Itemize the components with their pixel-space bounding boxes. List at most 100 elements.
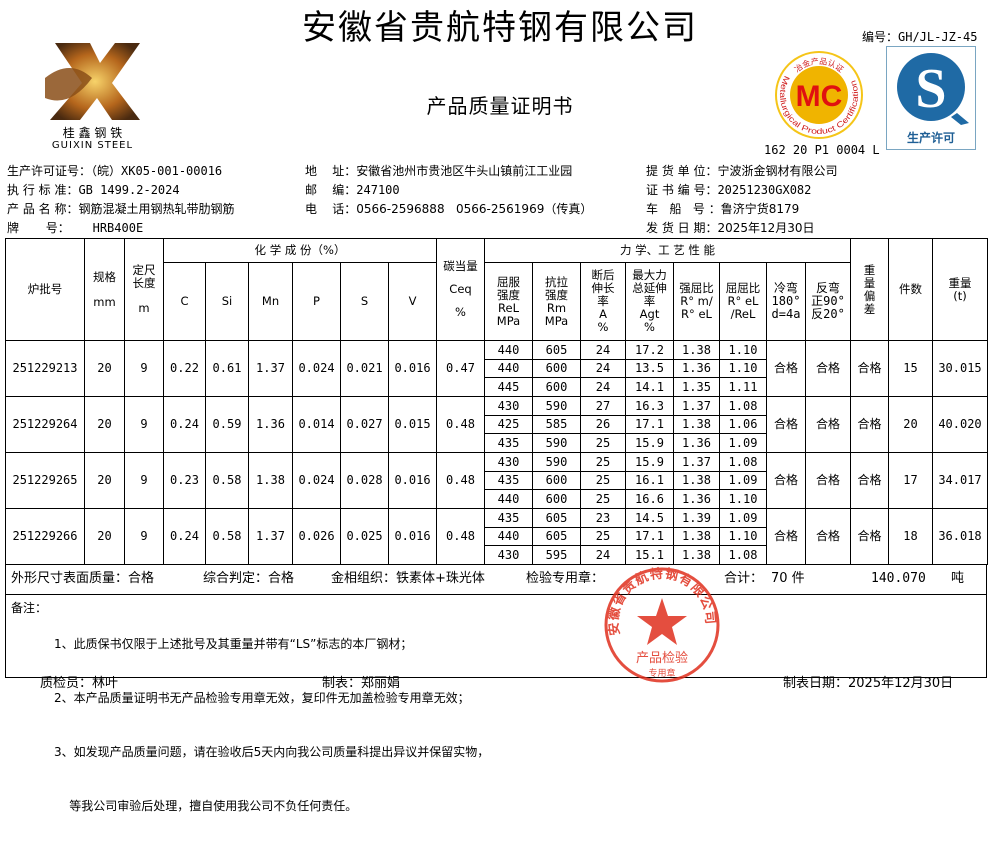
- mech-value: 425: [484, 415, 533, 434]
- value: 25: [595, 454, 611, 469]
- mech-value: 430: [484, 396, 533, 416]
- total-weight: 140.070: [871, 571, 926, 586]
- header-chem-group: 化 学 成 份（%）: [163, 238, 437, 263]
- header-mech-6: 冷弯180°d=4a: [766, 262, 806, 341]
- value: 合格: [815, 417, 840, 431]
- value: 9: [140, 473, 148, 487]
- mech-value: 13.5: [625, 359, 674, 378]
- label: 件数: [899, 282, 922, 296]
- value: 600: [545, 473, 568, 487]
- label-line: R° eL: [727, 294, 759, 308]
- mech-value: 16.3: [625, 396, 674, 416]
- value: 合格: [815, 529, 840, 543]
- value: 0.028: [346, 473, 383, 487]
- info-product: 产 品 名 称：钢筋混凝土用钢热轧带肋钢筋: [7, 202, 234, 216]
- chem-p: 0.024: [292, 340, 341, 397]
- value: GB 1499.2-2024: [78, 183, 180, 197]
- logo-graphic-icon: [45, 43, 140, 120]
- value: 605: [545, 510, 568, 525]
- chem-s: 0.025: [340, 508, 389, 565]
- length: 9: [124, 340, 164, 397]
- value: 25: [595, 473, 611, 487]
- value: 1.10: [728, 491, 758, 506]
- value: 20: [97, 529, 112, 543]
- value: 1.09: [728, 510, 758, 525]
- reverse-bend: 合格: [805, 396, 851, 453]
- notes-label: 备注：: [11, 601, 48, 615]
- note-item: 1、此质保书仅限于上述批号及其重量并带有“LS”标志的本厂钢材；: [54, 637, 413, 651]
- label: 冷弯180°d=4a: [771, 281, 801, 321]
- label: 生产许可证号：: [7, 164, 92, 178]
- unit: mm: [93, 294, 116, 309]
- mech-value: 25: [580, 527, 626, 546]
- mech-value: 590: [532, 396, 581, 416]
- header-chem-s: S: [340, 262, 389, 341]
- mech-value: 17.2: [625, 340, 674, 360]
- value: 安徽省池州市贵池区牛头山镇前江工业园: [356, 164, 573, 178]
- symbol: Ceq: [449, 282, 472, 296]
- value: 590: [545, 398, 568, 413]
- label: 产 品 名 称：: [7, 202, 79, 216]
- label-line: 屈屈比: [725, 281, 761, 295]
- label-line: 强度: [545, 287, 568, 302]
- label: 重量偏差: [863, 262, 876, 316]
- label-line: %: [597, 320, 609, 334]
- chem-si: 0.61: [205, 340, 249, 397]
- value: 2025年12月30日: [717, 221, 815, 235]
- label: Si: [221, 294, 233, 308]
- cold-bend: 合格: [766, 340, 806, 397]
- value: 0.48: [446, 529, 475, 543]
- value: 0.61: [212, 361, 242, 375]
- value: 1.08: [728, 398, 758, 413]
- chem-p: 0.024: [292, 452, 341, 509]
- weight: 36.018: [932, 508, 988, 565]
- mc-letters: MC: [796, 80, 843, 113]
- chem-v: 0.016: [388, 508, 437, 565]
- preparation-date: 制表日期：2025年12月30日: [783, 676, 954, 691]
- chem-mn: 1.36: [248, 396, 293, 453]
- label: 车 船 号 ：: [646, 202, 721, 216]
- value: 425: [497, 417, 520, 431]
- value: 1.39: [682, 510, 711, 525]
- total-count: 70 件: [771, 571, 805, 586]
- stamp-center-text: 产品检验: [636, 650, 688, 666]
- reverse-bend: 合格: [805, 508, 851, 565]
- chem-p: 0.026: [292, 508, 341, 565]
- header-spec: 规格 mm: [84, 238, 125, 341]
- quality-certificate: { "company_title": "安徽省贵航特钢有限公司", "doc_t…: [5, 8, 988, 813]
- value: 247100: [356, 183, 400, 197]
- value: 0.016: [394, 529, 431, 543]
- value: 17.2: [635, 342, 664, 357]
- mech-value: 1.38: [673, 545, 720, 565]
- batch-number: 251229264: [5, 396, 85, 453]
- label-line: R° eL: [681, 307, 712, 321]
- value: 1.36: [256, 417, 285, 431]
- mech-value: 24: [580, 377, 626, 397]
- chem-s: 0.021: [340, 340, 389, 397]
- value: 1.38: [682, 529, 711, 543]
- chem-mn: 1.37: [248, 508, 293, 565]
- mech-value: 595: [532, 545, 581, 565]
- value: 15.9: [635, 435, 664, 450]
- value: 1.36: [682, 435, 711, 450]
- value: 合格: [773, 529, 798, 543]
- value: 27: [595, 398, 611, 413]
- value: 0.24: [170, 529, 199, 543]
- label: Mn: [261, 294, 280, 308]
- mech-value: 430: [484, 545, 533, 565]
- value: 钢筋混凝土用钢热轧带肋钢筋: [78, 202, 235, 216]
- total-label: 合计：: [724, 571, 764, 586]
- ceq: 0.48: [436, 396, 485, 453]
- mech-value: 600: [532, 471, 581, 490]
- summary-row: 外形尺寸表面质量：合格 综合判定：合格 金相组织：铁素体+珠光体 检验专用章： …: [5, 564, 987, 595]
- value: 1.36: [682, 361, 711, 375]
- value: 36.018: [938, 529, 982, 543]
- value: 0.024: [298, 473, 335, 487]
- value: 23: [595, 510, 611, 525]
- mech-value: 600: [532, 359, 581, 378]
- ceq: 0.47: [436, 340, 485, 397]
- value: 605: [545, 342, 568, 357]
- chem-v: 0.016: [388, 340, 437, 397]
- value: 0.024: [298, 361, 335, 375]
- info-consignee: 提 货 单 位：宁波浙金钢材有限公司: [646, 164, 837, 178]
